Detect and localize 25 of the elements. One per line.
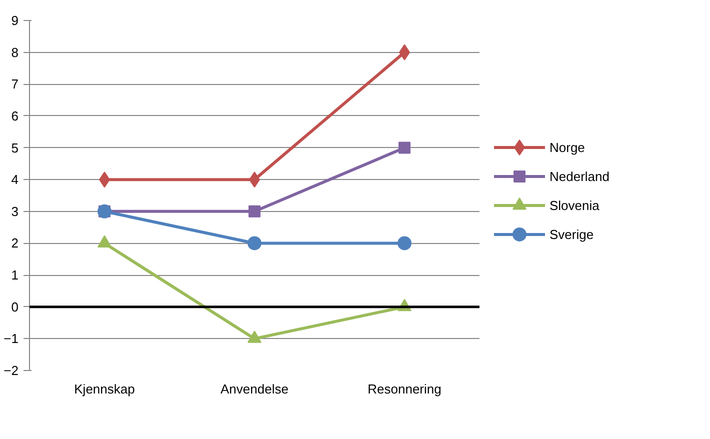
y-tick-label: 0	[11, 299, 19, 314]
legend-label: Norge	[550, 140, 585, 156]
point	[248, 330, 262, 343]
y-tick-label: 7	[11, 76, 19, 92]
point	[98, 235, 112, 248]
legend-label: Slovenia	[550, 198, 600, 213]
point	[398, 236, 412, 250]
x-tick-label: Resonnering	[368, 382, 442, 396]
y-tick-label: 8	[11, 44, 19, 60]
y-tick-label: 1	[11, 268, 19, 283]
point	[398, 142, 410, 154]
point	[248, 205, 260, 218]
y-tick-label: −2	[4, 363, 19, 378]
y-tick-label: 2	[11, 236, 19, 251]
y-tick-label: 9	[11, 13, 19, 28]
legend-label: Sverige	[550, 226, 594, 242]
y-tick-label: 5	[11, 140, 19, 156]
x-tick-label: Anvendelse	[220, 382, 288, 396]
legend-label: Nederland	[550, 169, 610, 184]
y-tick-label: 4	[11, 172, 19, 188]
point	[248, 236, 262, 250]
y-tick-label: 6	[11, 108, 19, 124]
x-tick-label: Kjennskap	[74, 382, 135, 396]
y-tick-label: 3	[11, 204, 19, 219]
y-tick-label: −1	[4, 331, 19, 346]
